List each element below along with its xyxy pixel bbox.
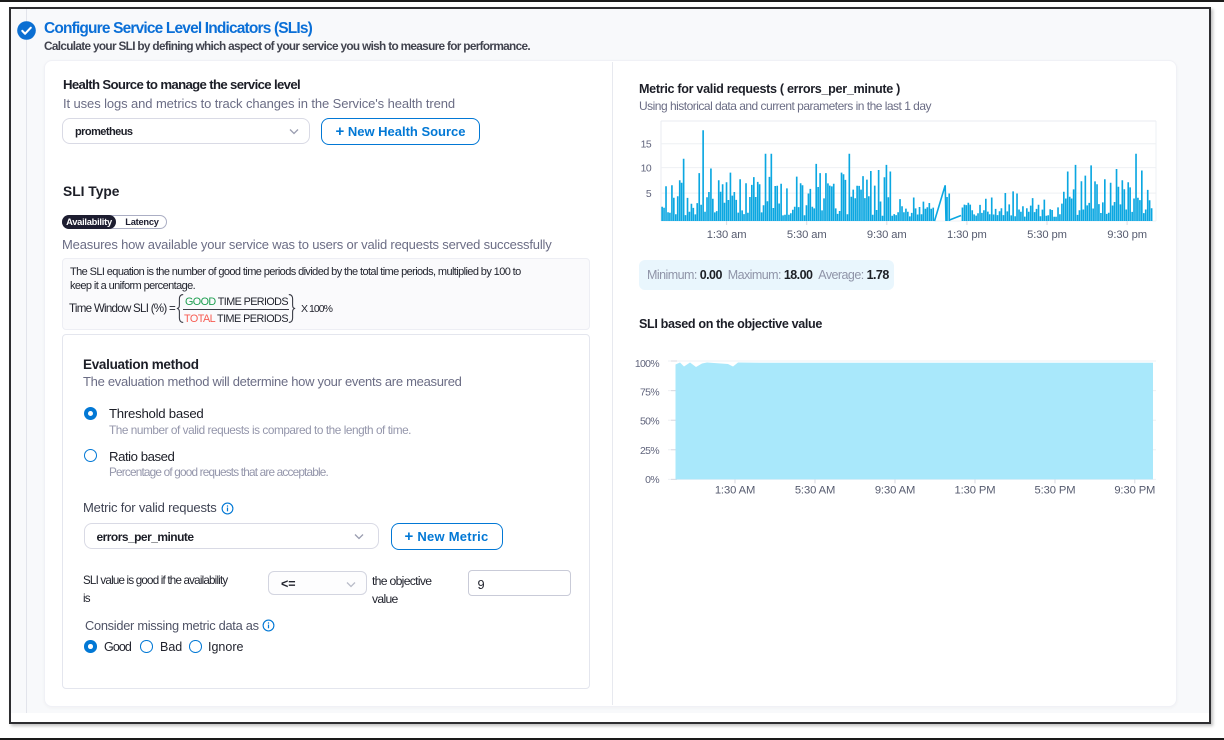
- svg-text:1:30 am: 1:30 am: [707, 229, 747, 241]
- svg-text:75%: 75%: [640, 388, 659, 399]
- svg-text:9:30 PM: 9:30 PM: [1114, 485, 1155, 497]
- svg-text:25%: 25%: [640, 446, 659, 457]
- svg-text:1:30 pm: 1:30 pm: [947, 229, 987, 241]
- svg-text:1:30 AM: 1:30 AM: [715, 485, 755, 497]
- svg-text:100%: 100%: [635, 359, 660, 370]
- svg-text:5:30 am: 5:30 am: [787, 229, 827, 241]
- svg-text:50%: 50%: [640, 417, 659, 428]
- svg-text:9:30 am: 9:30 am: [867, 229, 907, 241]
- svg-text:5: 5: [646, 189, 652, 200]
- svg-text:15: 15: [641, 140, 652, 151]
- svg-text:5:30 pm: 5:30 pm: [1027, 229, 1067, 241]
- svg-text:10: 10: [641, 163, 652, 174]
- svg-text:0%: 0%: [645, 475, 659, 486]
- svg-text:5:30 PM: 5:30 PM: [1035, 485, 1076, 497]
- svg-text:1:30 PM: 1:30 PM: [955, 485, 996, 497]
- svg-text:9:30 AM: 9:30 AM: [875, 485, 915, 497]
- svg-text:9:30 pm: 9:30 pm: [1107, 229, 1147, 241]
- svg-text:5:30 AM: 5:30 AM: [795, 485, 835, 497]
